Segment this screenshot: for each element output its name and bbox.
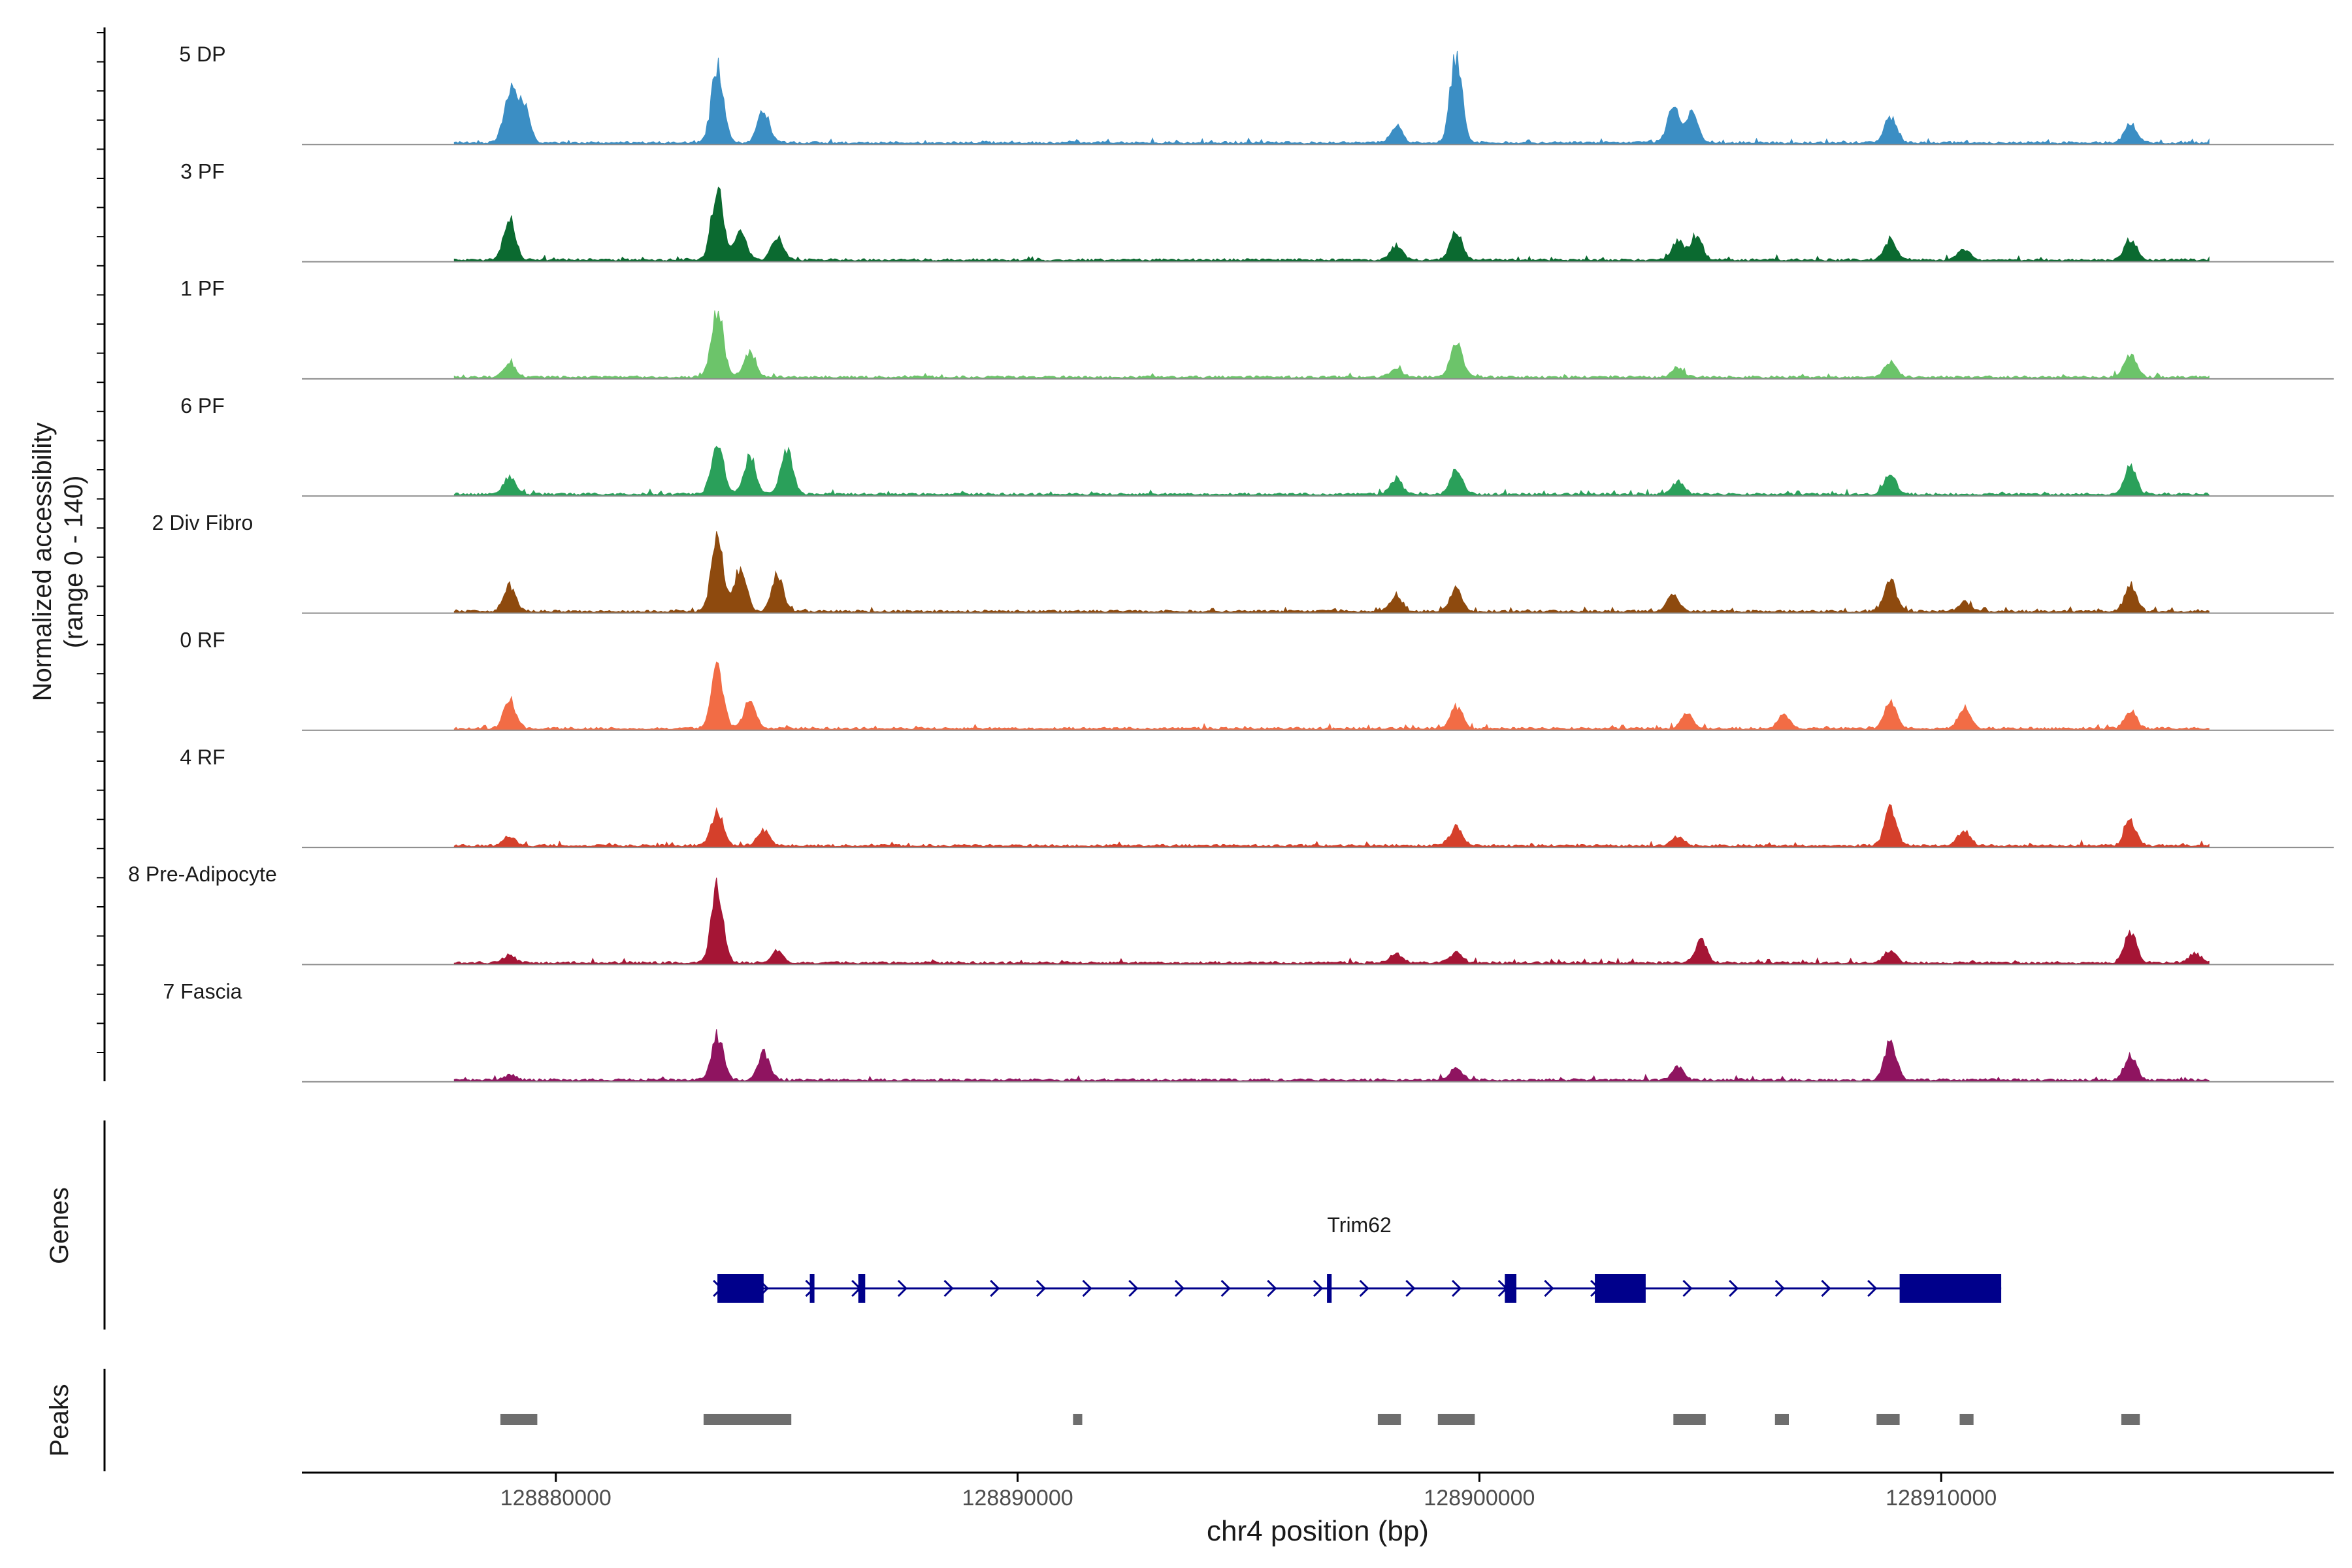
- strand-arrow: [1313, 1279, 1324, 1298]
- strand-arrow: [1220, 1279, 1231, 1298]
- peaks-panel-label: Peaks: [45, 1384, 74, 1456]
- track-label: 5 DP: [179, 42, 225, 66]
- track-coverage-area: [453, 531, 2210, 613]
- y-axis-title-line2: (range 0 - 140): [59, 476, 88, 649]
- track-coverage-area: [453, 186, 2210, 263]
- track-label: 2 Div Fibro: [152, 511, 253, 534]
- track-3: 6 PF: [180, 394, 2334, 497]
- strand-arrow: [1128, 1279, 1139, 1298]
- strand-arrow: [1036, 1279, 1047, 1298]
- track-6: 4 RF: [180, 745, 2334, 849]
- gene-exon: [1899, 1274, 2002, 1303]
- gene-exon: [1595, 1274, 1646, 1303]
- strand-arrow: [1405, 1279, 1416, 1298]
- strand-arrow: [897, 1279, 907, 1298]
- track-1: 3 PF: [180, 159, 2334, 263]
- strand-arrow: [1821, 1279, 1831, 1298]
- peak-region: [1073, 1414, 1083, 1425]
- x-tick-label: 128890000: [962, 1486, 1073, 1511]
- peak-region: [1673, 1414, 1706, 1425]
- peaks-track: [500, 1414, 2140, 1425]
- x-tick-label: 128910000: [1886, 1486, 1997, 1511]
- gene-exon: [858, 1274, 866, 1303]
- coverage-tracks: 5 DP 3 PF 1 PF 6 PF 2 Div Fibro 0 RF 4 RF 8 Pre…: [128, 42, 2334, 1083]
- peak-region: [703, 1414, 792, 1425]
- peak-region: [500, 1414, 538, 1425]
- track-label: 7 Fascia: [163, 979, 242, 1003]
- strand-arrow: [1267, 1279, 1277, 1298]
- track-coverage-area: [453, 661, 2210, 731]
- track-label: 3 PF: [180, 159, 225, 183]
- track-coverage-area: [453, 50, 2210, 145]
- track-label: 6 PF: [180, 394, 225, 417]
- strand-arrow: [943, 1279, 954, 1298]
- genes-panel-label: Genes: [45, 1187, 74, 1264]
- gene-track: Trim62: [713, 1213, 2002, 1303]
- strand-arrow: [1174, 1279, 1185, 1298]
- track-2: 1 PF: [180, 277, 2334, 380]
- gene-exon: [1505, 1274, 1516, 1303]
- track-4: 2 Div Fibro: [152, 511, 2334, 614]
- strand-arrow: [1451, 1279, 1462, 1298]
- coverage-y-ticks: [97, 32, 105, 1053]
- x-axis-title: chr4 position (bp): [1207, 1515, 1429, 1547]
- track-coverage-area: [453, 446, 2210, 497]
- strand-arrow: [1359, 1279, 1369, 1298]
- track-label: 4 RF: [180, 745, 225, 769]
- track-coverage-area: [453, 310, 2210, 380]
- track-label: 8 Pre-Adipocyte: [128, 862, 277, 886]
- peak-region: [1959, 1414, 1974, 1425]
- x-tick-label: 128900000: [1424, 1486, 1535, 1511]
- y-axis-title-line1: Normalized accessibility: [28, 423, 57, 702]
- track-7: 8 Pre-Adipocyte: [128, 862, 2334, 966]
- strand-arrow: [1682, 1279, 1693, 1298]
- x-tick-label: 128880000: [500, 1486, 612, 1511]
- strand-arrow: [1082, 1279, 1092, 1298]
- track-label: 0 RF: [180, 629, 225, 652]
- strand-arrow: [1867, 1279, 1878, 1298]
- peak-region: [1437, 1414, 1475, 1425]
- track-0: 5 DP: [179, 42, 2334, 146]
- peak-region: [2121, 1414, 2140, 1425]
- gene-exon: [717, 1274, 764, 1303]
- track-5: 0 RF: [180, 629, 2334, 731]
- gene-exon: [809, 1274, 815, 1303]
- track-8: 7 Fascia: [163, 979, 2334, 1083]
- strand-arrow: [1774, 1279, 1785, 1298]
- x-axis-ticks: 128880000 128890000 128900000 128910000: [500, 1473, 1997, 1511]
- strand-arrow: [990, 1279, 1000, 1298]
- peak-region: [1377, 1414, 1401, 1425]
- gene-name: Trim62: [1327, 1213, 1391, 1237]
- strand-arrow: [1729, 1279, 1739, 1298]
- strand-arrow: [1544, 1279, 1554, 1298]
- peak-region: [1876, 1414, 1900, 1425]
- track-label: 1 PF: [180, 277, 225, 301]
- gene-exon: [1327, 1274, 1332, 1303]
- peak-region: [1774, 1414, 1789, 1425]
- track-coverage-area: [453, 1029, 2210, 1083]
- track-coverage-area: [453, 804, 2210, 848]
- track-coverage-area: [453, 877, 2210, 965]
